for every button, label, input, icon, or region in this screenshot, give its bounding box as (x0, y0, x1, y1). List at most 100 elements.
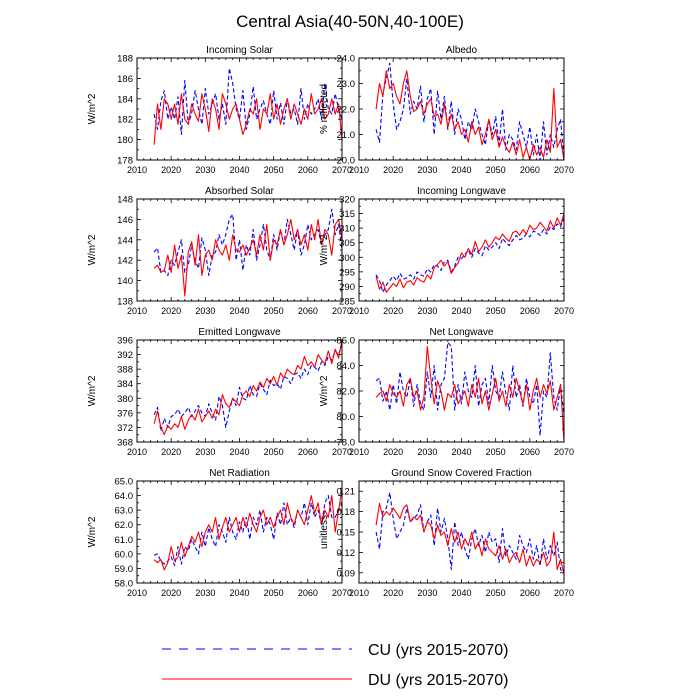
panel-net-radiation: 2010 2020 2030 2040 2050 2060 2070 58.0 59.0 60.0… (87, 468, 352, 598)
panels-group: 2010 2020 2030 2040 2050 2060 2070 178 180 182 184… (87, 45, 574, 598)
y-tick-label-ground-snow-covered-fraction: 0.18 (337, 507, 356, 518)
y-tick-label-net-radiation: 61.0 (115, 535, 134, 546)
x-tick-label-incoming-longwave: 2060 (520, 306, 540, 316)
panel-title-net-radiation: Net Radiation (209, 468, 270, 479)
series-line-du-incoming-longwave (375, 213, 565, 293)
y-tick-label-ground-snow-covered-fraction: 0.21 (337, 487, 356, 498)
y-tick-label-net-radiation: 59.0 (115, 564, 134, 575)
panel-absorbed-solar: 2010 2020 2030 2040 2050 2060 2070 138 140 142 144… (87, 186, 352, 316)
y-tick-label-incoming-solar: 188 (117, 54, 133, 65)
y-tick-label-incoming-longwave: 315 (339, 209, 355, 220)
y-tick-label-absorbed-solar: 142 (117, 256, 133, 267)
y-tick-label-net-longwave: 80.0 (337, 412, 356, 423)
series-line-du-absorbed-solar (153, 218, 343, 297)
x-tick-label-incoming-longwave: 2030 (417, 306, 437, 316)
x-tick-label-net-radiation: 2070 (332, 588, 352, 598)
y-tick-label-net-radiation: 58.0 (115, 579, 134, 590)
y-tick-label-net-longwave: 78.0 (337, 438, 356, 449)
panel-title-absorbed-solar: Absorbed Solar (205, 186, 275, 197)
y-tick-label-incoming-longwave: 320 (339, 195, 355, 206)
x-tick-label-net-longwave: 2020 (383, 447, 403, 457)
x-tick-label-incoming-longwave: 2070 (554, 306, 574, 316)
x-tick-label-emitted-longwave: 2030 (195, 447, 215, 457)
y-tick-label-incoming-solar: 178 (117, 156, 133, 167)
y-tick-label-net-radiation: 62.0 (115, 520, 134, 531)
y-tick-label-albedo: 22.0 (337, 105, 356, 116)
series-line-cu-net-longwave (375, 342, 565, 437)
x-tick-label-incoming-solar: 2030 (195, 165, 215, 175)
x-tick-label-net-longwave: 2010 (349, 447, 369, 457)
x-tick-label-incoming-solar: 2020 (161, 165, 181, 175)
legend: CU (yrs 2015-2070) DU (yrs 2015-2070) (162, 642, 509, 689)
y-axis-label-incoming-solar: W/m^2 (87, 93, 98, 124)
panel-albedo: 2010 2020 2030 2040 2050 2060 207020.021.022.0… (319, 45, 574, 175)
y-tick-label-absorbed-solar: 138 (117, 297, 133, 308)
x-tick-label-absorbed-solar: 2050 (264, 306, 284, 316)
x-tick-label-net-radiation: 2010 (127, 588, 147, 598)
y-tick-label-emitted-longwave: 380 (117, 394, 133, 405)
panel-title-albedo: Albedo (446, 45, 478, 56)
x-tick-label-net-radiation: 2040 (229, 588, 249, 598)
panel-title-net-longwave: Net Longwave (430, 327, 494, 338)
x-tick-label-net-longwave: 2050 (486, 447, 506, 457)
y-tick-label-ground-snow-covered-fraction: 0.15 (337, 528, 356, 539)
series-line-cu-absorbed-solar (153, 208, 343, 277)
panel-ground-snow-covered-fraction: 2010 2020 2030 2040 2050 2060 2070 0.09 0.12 0.15… (319, 468, 574, 598)
y-tick-label-emitted-longwave: 376 (117, 408, 133, 419)
y-tick-label-incoming-solar: 180 (117, 135, 133, 146)
x-tick-label-ground-snow-covered-fraction: 2030 (417, 588, 437, 598)
series-line-du-incoming-solar (153, 93, 343, 145)
y-tick-label-emitted-longwave: 388 (117, 365, 133, 376)
series-line-cu-incoming-longwave (375, 217, 565, 293)
x-tick-label-net-longwave: 2070 (554, 447, 574, 457)
series-line-du-albedo (375, 70, 565, 161)
y-tick-label-net-longwave: 86.0 (337, 336, 356, 347)
x-tick-label-absorbed-solar: 2060 (298, 306, 318, 316)
y-tick-label-incoming-longwave: 300 (339, 253, 355, 264)
series-line-cu-emitted-longwave (153, 343, 343, 432)
x-tick-label-incoming-longwave: 2040 (451, 306, 471, 316)
x-tick-label-absorbed-solar: 2070 (332, 306, 352, 316)
x-tick-label-incoming-longwave: 2050 (486, 306, 506, 316)
y-tick-label-incoming-longwave: 305 (339, 238, 355, 249)
x-tick-label-net-radiation: 2050 (264, 588, 284, 598)
y-tick-label-absorbed-solar: 146 (117, 215, 133, 226)
y-tick-label-albedo: 20.0 (337, 156, 356, 167)
y-tick-label-net-radiation: 60.0 (115, 549, 134, 560)
legend-label-cu: CU (yrs 2015-2070) (368, 642, 509, 659)
y-axis-label-ground-snow-covered-fraction: unitless (319, 515, 330, 549)
y-tick-label-albedo: 21.0 (337, 130, 356, 141)
y-tick-label-albedo: 23.0 (337, 79, 356, 90)
x-tick-label-absorbed-solar: 2010 (127, 306, 147, 316)
x-tick-label-incoming-solar: 2010 (127, 165, 147, 175)
x-tick-label-incoming-longwave: 2010 (349, 306, 369, 316)
y-axis-label-albedo: % reflected (319, 84, 330, 134)
x-tick-label-emitted-longwave: 2040 (229, 447, 249, 457)
x-tick-label-emitted-longwave: 2010 (127, 447, 147, 457)
y-tick-label-incoming-solar: 186 (117, 74, 133, 85)
y-tick-label-ground-snow-covered-fraction: 0.12 (337, 548, 356, 559)
series-line-du-emitted-longwave (153, 339, 343, 436)
x-tick-label-albedo: 2040 (451, 165, 471, 175)
panel-title-incoming-solar: Incoming Solar (206, 45, 273, 56)
y-tick-label-absorbed-solar: 148 (117, 195, 133, 206)
x-tick-label-albedo: 2020 (383, 165, 403, 175)
x-tick-label-incoming-solar: 2070 (332, 165, 352, 175)
x-tick-label-ground-snow-covered-fraction: 2020 (383, 588, 403, 598)
y-tick-label-incoming-longwave: 285 (339, 297, 355, 308)
panel-title-emitted-longwave: Emitted Longwave (198, 327, 281, 338)
panel-incoming-longwave: 2010 2020 2030 2040 2050 2060 2070285290295300… (319, 186, 574, 316)
y-axis-label-net-radiation: W/m^2 (87, 516, 98, 547)
y-tick-label-net-longwave: 84.0 (337, 361, 356, 372)
x-tick-label-emitted-longwave: 2050 (264, 447, 284, 457)
x-tick-label-net-radiation: 2020 (161, 588, 181, 598)
x-tick-label-incoming-solar: 2050 (264, 165, 284, 175)
x-tick-label-incoming-solar: 2060 (298, 165, 318, 175)
x-tick-label-ground-snow-covered-fraction: 2070 (554, 588, 574, 598)
y-axis-label-emitted-longwave: W/m^2 (87, 375, 98, 406)
y-axis-label-absorbed-solar: W/m^2 (87, 234, 98, 265)
y-tick-label-emitted-longwave: 372 (117, 423, 133, 434)
x-tick-label-ground-snow-covered-fraction: 2060 (520, 588, 540, 598)
